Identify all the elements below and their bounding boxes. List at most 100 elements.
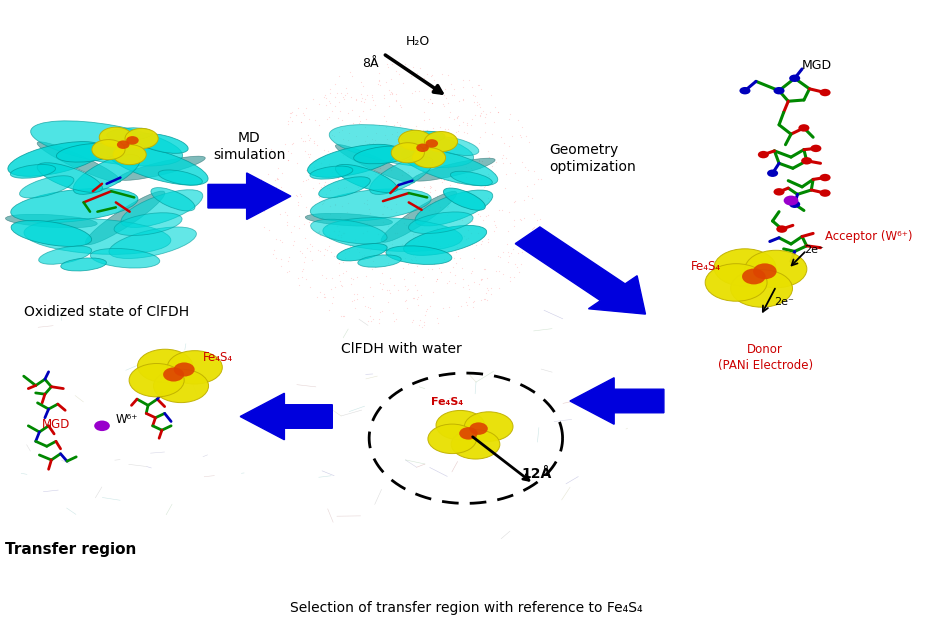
Point [502,207,517,217]
Point [405,140,420,150]
Point [381,285,396,295]
Point [479,272,494,282]
Point [375,269,389,279]
Point [311,245,326,255]
Point [443,267,458,277]
Point [460,119,474,129]
Point [404,215,419,225]
Point [342,246,357,256]
Point [427,75,442,85]
Point [384,203,399,213]
Point [307,115,322,125]
Point [306,138,321,148]
Point [400,303,415,313]
Point [486,118,501,128]
Point [518,131,533,141]
Point [294,248,309,258]
Point [302,114,317,124]
Circle shape [784,195,799,205]
Point [268,182,283,192]
Point [533,174,548,184]
Point [439,278,454,288]
Point [464,205,479,215]
Point [338,182,353,192]
Point [447,279,462,289]
Ellipse shape [402,147,498,186]
Point [460,225,475,235]
Point [311,119,326,129]
Point [318,189,333,199]
Point [437,175,452,185]
Ellipse shape [121,190,203,228]
Point [360,90,375,100]
Point [403,254,418,264]
Circle shape [819,89,830,96]
Point [414,202,429,211]
Point [325,167,340,177]
Point [257,222,272,232]
Point [413,63,428,73]
Point [254,175,269,185]
Point [464,216,479,226]
Point [316,198,331,208]
Point [283,227,298,237]
Text: Oxidized state of ClFDH: Oxidized state of ClFDH [24,305,190,319]
Point [492,266,507,276]
Point [313,230,328,240]
Point [507,197,522,207]
Point [312,170,327,180]
Point [285,137,300,147]
Point [389,128,404,137]
Point [509,262,524,272]
Point [408,280,423,290]
Point [441,208,456,218]
Point [392,100,407,110]
Text: Fe₄S₄: Fe₄S₄ [432,397,463,407]
Point [460,128,474,137]
Point [443,107,458,117]
Point [410,261,425,271]
Ellipse shape [745,250,807,288]
Point [483,283,498,293]
Point [363,282,378,292]
Point [331,113,346,123]
Text: MD
simulation: MD simulation [213,131,286,162]
Point [411,134,426,144]
Point [514,215,529,225]
Point [479,288,494,298]
Point [409,121,424,131]
Ellipse shape [370,157,433,195]
Point [439,154,454,164]
Circle shape [117,141,130,149]
Ellipse shape [451,430,500,459]
Point [446,85,461,95]
Point [290,200,305,210]
Point [442,276,457,285]
Point [336,162,351,172]
Ellipse shape [402,131,446,143]
Point [361,170,375,180]
Point [261,225,276,235]
Point [482,170,497,180]
Ellipse shape [424,131,458,152]
Point [335,268,350,278]
Point [389,134,404,144]
Point [412,320,427,330]
Point [425,129,440,139]
Point [397,179,412,188]
Point [286,221,301,231]
Point [446,131,460,141]
Point [496,150,511,160]
Point [389,143,403,153]
Point [322,209,337,219]
Point [365,291,380,301]
Point [336,95,351,104]
Point [330,192,345,202]
Point [280,267,295,277]
Point [521,137,536,147]
Point [375,307,389,317]
Point [410,294,425,304]
Point [299,175,314,185]
Point [446,262,460,272]
Point [329,221,344,231]
